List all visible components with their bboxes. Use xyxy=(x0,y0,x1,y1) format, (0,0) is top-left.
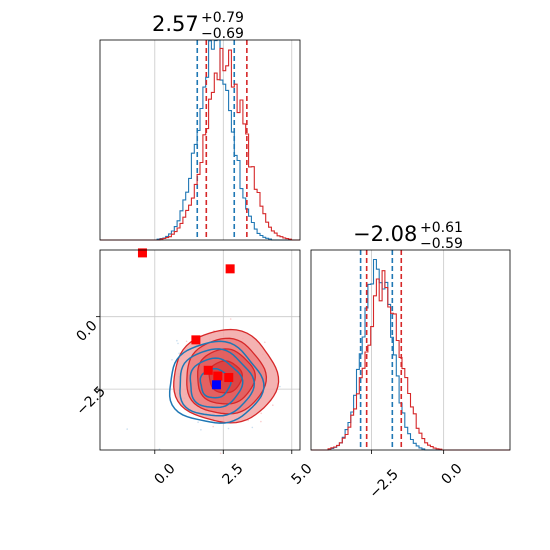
blue-contour-3 xyxy=(168,340,265,424)
marginal-2-hist-1 xyxy=(311,270,510,451)
sample-point xyxy=(212,425,214,428)
marginal-2-hist-0 xyxy=(311,258,510,451)
y-tick-label-0: 0.0 xyxy=(74,318,101,345)
sample-point xyxy=(171,359,173,361)
marginal-1-hist-0 xyxy=(100,39,300,241)
sample-point xyxy=(200,429,202,431)
title-param-2: −2.08 +0.61 −0.59 xyxy=(353,220,463,252)
sample-point xyxy=(178,352,180,355)
sample-point xyxy=(229,318,232,320)
red-marker-1 xyxy=(225,264,235,274)
red-marker-4 xyxy=(213,371,223,381)
joint-x-tick-labels: 0.0 2.5 5.0 xyxy=(152,461,316,488)
sample-point xyxy=(251,426,254,429)
marginal-panel-param-1 xyxy=(99,39,301,241)
marginal-panel-param-2 xyxy=(310,249,511,454)
blue-contour-2 xyxy=(179,348,256,417)
sample-point xyxy=(264,341,266,344)
title-param-1-value: 2.57 xyxy=(152,12,199,36)
sample-point xyxy=(227,427,230,430)
red-marker-5 xyxy=(224,373,234,383)
red-marker-0 xyxy=(137,248,147,258)
joint-y-tick-labels: 0.0 −2.5 xyxy=(74,318,109,419)
sample-point xyxy=(260,412,263,415)
red-marker-2 xyxy=(191,335,201,345)
sample-point xyxy=(279,385,281,388)
sample-point xyxy=(177,342,179,345)
blue-marker xyxy=(211,380,221,390)
right-x-tick-label-1: 0.0 xyxy=(439,461,466,488)
title-param-2-upper: +0.61 xyxy=(420,220,463,236)
sample-point xyxy=(272,404,274,407)
title-param-1-upper: +0.79 xyxy=(201,10,244,26)
joint-frame xyxy=(99,249,301,451)
blue-contour-1 xyxy=(189,357,244,409)
sample-point xyxy=(176,339,178,342)
right-x-tick-label-0: −2.5 xyxy=(367,466,402,501)
title-param-2-lower: −0.59 xyxy=(420,236,463,252)
x-tick-label-1: 2.5 xyxy=(220,461,247,488)
title-param-1: 2.57 +0.79 −0.69 xyxy=(152,10,244,42)
sample-point xyxy=(219,452,222,455)
blue-contour-0 xyxy=(199,367,232,399)
right-x-tick-labels: −2.5 0.0 xyxy=(367,461,466,502)
x-tick-label-0: 0.0 xyxy=(152,461,179,488)
sample-point xyxy=(197,421,199,424)
marginal-1-frame xyxy=(99,39,301,241)
sample-point xyxy=(185,340,188,343)
title-param-2-value: −2.08 xyxy=(353,222,417,246)
marginal-2-frame xyxy=(310,249,511,451)
title-param-1-lower: −0.69 xyxy=(201,26,244,42)
marginal-1-hist-1 xyxy=(100,47,300,241)
sample-point xyxy=(126,428,128,430)
sample-point xyxy=(247,419,249,422)
sample-point xyxy=(260,420,262,423)
red-marker-3 xyxy=(203,365,213,375)
x-tick-label-2: 5.0 xyxy=(289,461,316,488)
joint-panel xyxy=(96,248,301,455)
